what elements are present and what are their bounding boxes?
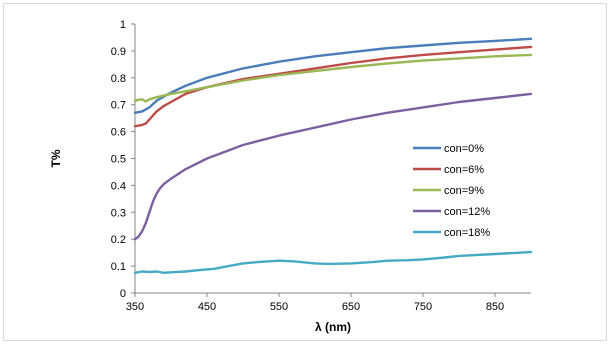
series-line-3 <box>133 92 533 241</box>
y-tick-label: 0.2 <box>111 234 126 246</box>
y-tick-label: 0.5 <box>111 154 126 166</box>
series-lines <box>133 37 533 274</box>
y-tick-label: 0 <box>120 288 126 300</box>
legend: con=0% con=6% con=9% con=12% con=18% <box>413 143 490 239</box>
x-tick-label: 650 <box>342 301 360 313</box>
axes: 0 0.1 0.2 0.3 0.4 0.5 0.6 0.7 0.8 0.9 1 350 450 550 65… <box>111 19 531 313</box>
x-tick-label: 550 <box>270 301 288 313</box>
legend-label: con=9% <box>444 185 484 197</box>
x-tick-label: 450 <box>198 301 216 313</box>
y-tick-label: 1 <box>120 19 126 31</box>
legend-label: con=6% <box>444 164 484 176</box>
series-line-4 <box>133 250 533 274</box>
x-tick-label: 350 <box>126 301 144 313</box>
y-tick-label: 0.4 <box>111 180 126 192</box>
y-tick-label: 0.3 <box>111 207 126 219</box>
legend-label: con=18% <box>444 227 490 239</box>
chart-svg: 0 0.1 0.2 0.3 0.4 0.5 0.6 0.7 0.8 0.9 1 350 450 550 65… <box>49 19 533 334</box>
y-axis-label: T% <box>49 149 63 167</box>
y-tick-label: 0.7 <box>111 100 126 112</box>
y-tick-label: 0.1 <box>111 261 126 273</box>
legend-label: con=0% <box>444 143 484 155</box>
series-line-2 <box>133 53 533 103</box>
x-tick-label: 750 <box>414 301 432 313</box>
y-tick-label: 0.6 <box>111 127 126 139</box>
series-line-0 <box>133 37 533 114</box>
chart-area: 0 0.1 0.2 0.3 0.4 0.5 0.6 0.7 0.8 0.9 1 350 450 550 65… <box>3 3 607 341</box>
y-tick-label: 0.9 <box>111 46 126 58</box>
x-tick-label: 850 <box>486 301 504 313</box>
legend-label: con=12% <box>444 206 490 218</box>
y-tick-label: 0.8 <box>111 73 126 85</box>
x-axis-label: λ (nm) <box>315 320 351 334</box>
